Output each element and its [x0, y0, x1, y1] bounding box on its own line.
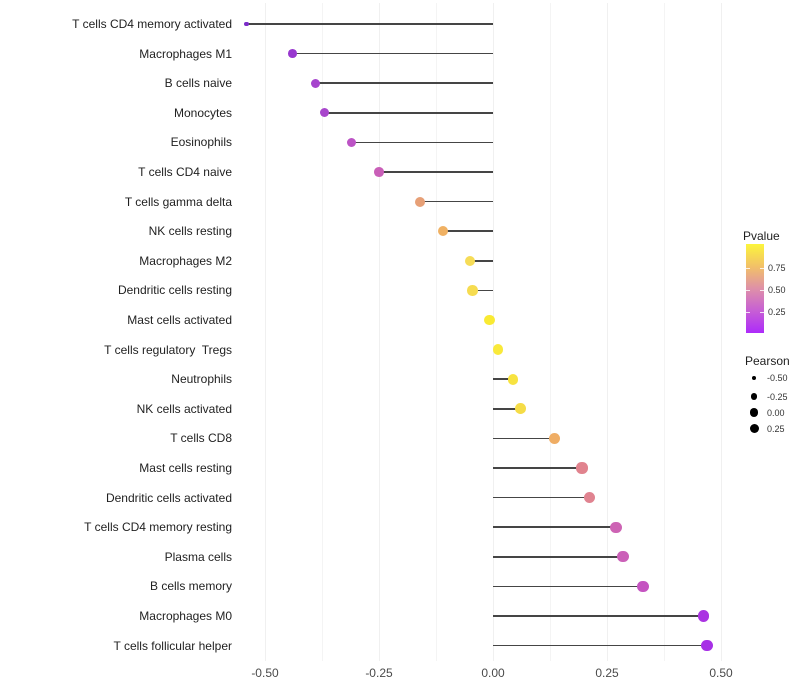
lollipop-stem — [493, 467, 582, 469]
row-label: T cells CD8 — [170, 431, 232, 446]
pvalue-tick-label: 0.75 — [768, 263, 786, 273]
row-label: NK cells activated — [136, 401, 232, 416]
pvalue-tick-mark — [760, 312, 764, 313]
lollipop-stem — [493, 585, 644, 588]
row-label: NK cells resting — [148, 224, 232, 239]
lollipop-stem — [442, 230, 493, 232]
row-label: T cells regulatory Tregs — [104, 342, 232, 357]
pvalue-tick-label: 0.50 — [768, 285, 786, 295]
pvalue-tick-mark — [760, 290, 764, 291]
gridline — [663, 3, 665, 661]
row-label: T cells gamma delta — [124, 194, 232, 209]
pearson-legend-title: Pearson — [745, 354, 790, 368]
lollipop-dot — [492, 344, 504, 355]
gridline — [435, 3, 437, 661]
row-label: B cells memory — [149, 579, 232, 594]
row-label: T cells CD4 naive — [138, 165, 232, 179]
x-axis-tick-label: 0.25 — [595, 666, 619, 680]
pearson-legend-dot — [749, 408, 759, 417]
lollipop-stem — [470, 260, 493, 262]
lollipop-dot — [288, 49, 297, 58]
gridline — [378, 3, 380, 661]
pearson-legend-dot — [750, 393, 758, 400]
lollipop-dot — [701, 639, 713, 652]
pvalue-tick-mark — [746, 290, 750, 291]
lollipop-stem — [493, 408, 521, 410]
lollipop-dot — [346, 137, 357, 148]
lollipop-dot — [515, 403, 527, 415]
lollipop-dot — [484, 314, 496, 326]
pearson-legend-dot — [749, 424, 759, 433]
pearson-legend-label: -0.25 — [767, 391, 788, 402]
row-label: Neutrophils — [171, 372, 232, 387]
lollipop-dot — [583, 491, 595, 504]
pearson-legend-dot — [752, 376, 756, 380]
pvalue-tick-mark — [760, 268, 764, 269]
lollipop-stem — [324, 112, 493, 114]
lollipop-dot — [507, 373, 519, 385]
row-label: Macrophages M1 — [139, 46, 232, 61]
pvalue-tick-mark — [746, 312, 750, 313]
lollipop-dot — [697, 610, 709, 622]
row-label: Plasma cells — [164, 549, 232, 564]
row-label: T cells CD4 memory resting — [84, 520, 232, 535]
lollipop-stem — [493, 437, 555, 440]
lollipop-dot — [319, 108, 329, 118]
pvalue-tick-mark — [746, 268, 750, 269]
row-label: Monocytes — [173, 105, 232, 120]
row-label: T cells follicular helper — [113, 638, 233, 653]
lollipop-dot — [437, 226, 448, 237]
row-label: Mast cells activated — [127, 313, 232, 327]
lollipop-stem — [493, 615, 704, 617]
gridline — [321, 3, 323, 661]
lollipop-dot — [610, 521, 622, 533]
gridline — [720, 3, 722, 661]
lollipop-stem — [493, 526, 617, 528]
lollipop-dot — [415, 196, 426, 207]
pearson-legend-label: -0.50 — [767, 373, 788, 383]
x-axis-tick-label: -0.50 — [251, 666, 279, 680]
lollipop-dot — [467, 285, 478, 296]
x-axis-tick-label: 0.00 — [481, 666, 505, 680]
lollipop-stem — [379, 171, 493, 173]
gridline — [492, 3, 494, 661]
lollipop-stem — [472, 289, 493, 292]
pearson-legend-label: 0.25 — [767, 423, 785, 434]
lollipop-dot — [576, 462, 588, 474]
row-label: Macrophages M2 — [139, 253, 232, 268]
lollipop-dot — [617, 551, 629, 563]
lollipop-stem — [493, 556, 623, 558]
row-label: Macrophages M0 — [139, 609, 232, 623]
gridline — [606, 3, 608, 661]
lollipop-stem — [420, 200, 493, 203]
row-label: B cells naive — [164, 76, 232, 91]
x-axis-tick-label: 0.50 — [709, 666, 733, 680]
pearson-legend-label: 0.00 — [767, 407, 785, 418]
pvalue-colorbar — [746, 244, 764, 333]
lollipop-dot — [244, 21, 250, 27]
lollipop-stem — [493, 496, 590, 499]
lollipop-dot — [310, 78, 320, 88]
lollipop-stem — [351, 141, 493, 144]
lollipop-stem — [246, 23, 493, 25]
lollipop-dot — [548, 432, 560, 444]
row-label: T cells CD4 memory activated — [72, 17, 232, 31]
lollipop-stem — [493, 644, 707, 647]
gridline — [549, 3, 551, 661]
lollipop-stem — [493, 378, 514, 380]
lollipop-dot — [465, 255, 476, 266]
row-label: Mast cells resting — [139, 461, 232, 475]
pvalue-tick-label: 0.25 — [768, 307, 786, 317]
row-label: Eosinophils — [170, 135, 232, 150]
row-label: Dendritic cells activated — [105, 490, 232, 505]
lollipop-stem — [315, 82, 493, 84]
x-axis-tick-label: -0.25 — [365, 666, 393, 680]
lollipop-dot — [637, 580, 649, 593]
lollipop-stem — [292, 52, 493, 55]
row-label: Dendritic cells resting — [117, 283, 232, 298]
gridline — [264, 3, 266, 661]
lollipop-dot — [374, 167, 384, 177]
pvalue-legend-title: Pvalue — [743, 229, 780, 243]
